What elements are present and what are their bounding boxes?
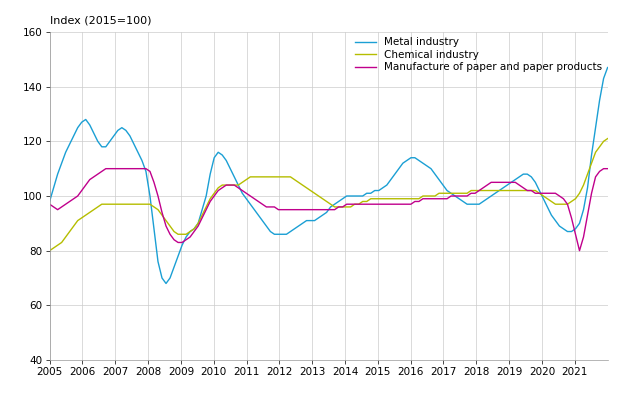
Metal industry (600, 76, 608, 81)
Manufacture of paper and paper products (106, 166, 113, 171)
Chemical industry (102, 202, 110, 206)
Metal industry (146, 194, 154, 198)
Metal industry (604, 65, 611, 70)
Text: Index (2015=100): Index (2015=100) (50, 16, 151, 26)
Metal industry (46, 199, 53, 204)
Chemical industry (596, 144, 603, 149)
Chemical industry (46, 248, 53, 253)
Chemical industry (146, 202, 154, 206)
Chemical industry (78, 216, 86, 220)
Metal industry (102, 144, 110, 149)
Manufacture of paper and paper products (150, 180, 157, 185)
Line: Manufacture of paper and paper products: Manufacture of paper and paper products (50, 169, 608, 251)
Chemical industry (323, 199, 330, 204)
Manufacture of paper and paper products (78, 188, 86, 193)
Manufacture of paper and paper products (576, 248, 583, 253)
Manufacture of paper and paper products (46, 202, 53, 206)
Metal industry (327, 204, 334, 209)
Manufacture of paper and paper products (327, 207, 334, 212)
Chemical industry (66, 229, 73, 234)
Manufacture of paper and paper products (66, 199, 73, 204)
Manufacture of paper and paper products (604, 166, 611, 171)
Manufacture of paper and paper products (283, 207, 290, 212)
Line: Chemical industry: Chemical industry (50, 139, 608, 251)
Line: Metal industry: Metal industry (50, 68, 608, 284)
Metal industry (66, 142, 73, 146)
Metal industry (78, 120, 86, 125)
Metal industry (162, 281, 170, 286)
Manufacture of paper and paper products (102, 166, 110, 171)
Legend: Metal industry, Chemical industry, Manufacture of paper and paper products: Metal industry, Chemical industry, Manuf… (355, 37, 603, 72)
Chemical industry (604, 136, 611, 141)
